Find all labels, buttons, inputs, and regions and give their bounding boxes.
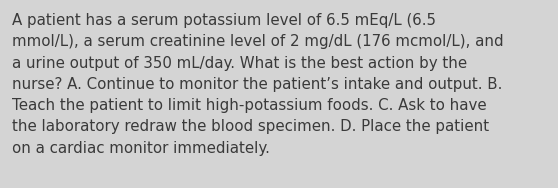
- Text: A patient has a serum potassium level of 6.5 mEq/L (6.5
mmol/L), a serum creatin: A patient has a serum potassium level of…: [12, 13, 504, 156]
